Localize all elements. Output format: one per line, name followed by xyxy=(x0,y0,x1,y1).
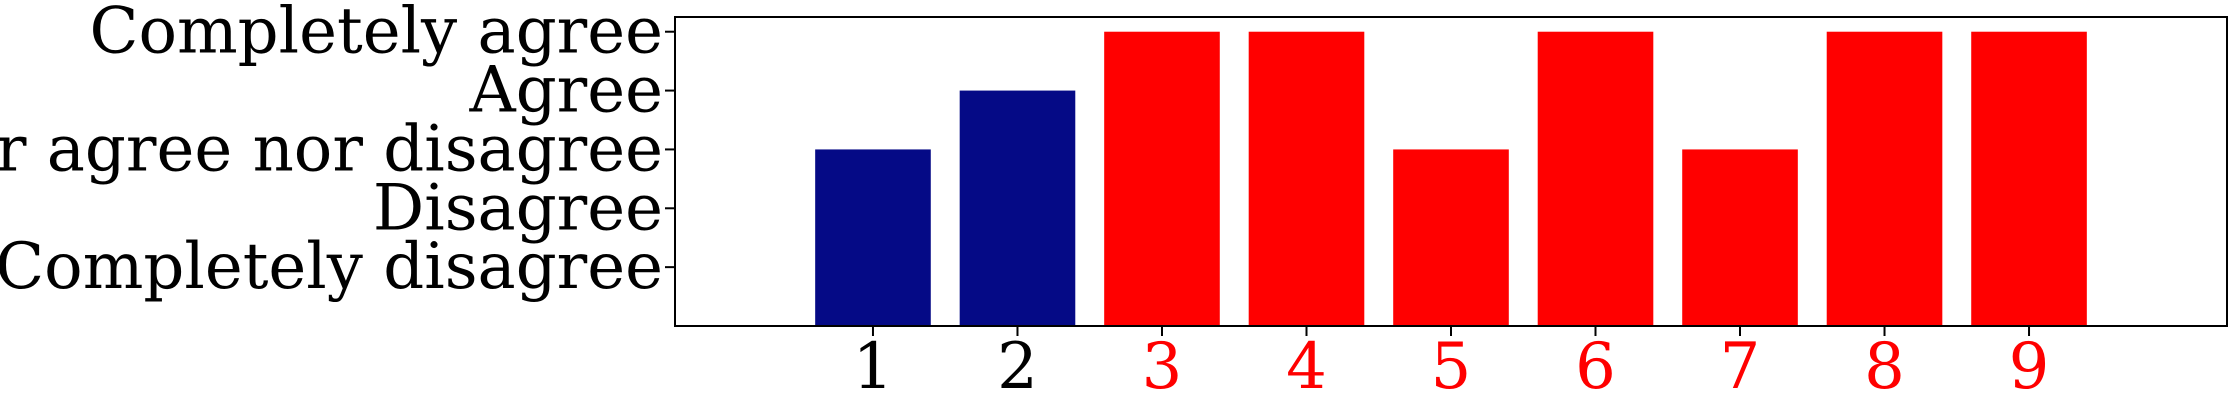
x-axis: 1 2 3 4 5 6 7 8 9 xyxy=(853,326,2050,400)
y-tick-label: Agree xyxy=(468,54,663,128)
bar-4 xyxy=(1248,31,1365,326)
bar-2 xyxy=(959,90,1076,326)
y-tick-label: Neither agree nor disagree xyxy=(0,112,663,186)
x-tick-label-6: 6 xyxy=(1575,330,1616,400)
x-tick-label-3: 3 xyxy=(1142,330,1183,400)
y-tick-label: Completely agree xyxy=(89,0,663,69)
x-tick-label-2: 2 xyxy=(997,330,1038,400)
y-axis: Completely disagreeDisagreeNeither agree… xyxy=(0,0,675,304)
bars xyxy=(815,31,2087,326)
bar-8 xyxy=(1826,31,1943,326)
x-tick-label-1: 1 xyxy=(853,330,894,400)
bar-7 xyxy=(1682,149,1798,326)
y-tick-label: Completely disagree xyxy=(0,230,663,304)
y-tick-label: Disagree xyxy=(373,171,663,245)
bar-9 xyxy=(1971,31,2087,326)
x-tick-label-5: 5 xyxy=(1431,330,1472,400)
x-tick-label-8: 8 xyxy=(1864,330,1905,400)
x-tick-label-4: 4 xyxy=(1286,330,1327,400)
bar-3 xyxy=(1104,31,1220,326)
x-tick-label-7: 7 xyxy=(1720,330,1761,400)
bar-6 xyxy=(1537,31,1654,326)
x-tick-label-9: 9 xyxy=(2009,330,2050,400)
bar-5 xyxy=(1393,149,1509,326)
bar-1 xyxy=(815,149,931,326)
